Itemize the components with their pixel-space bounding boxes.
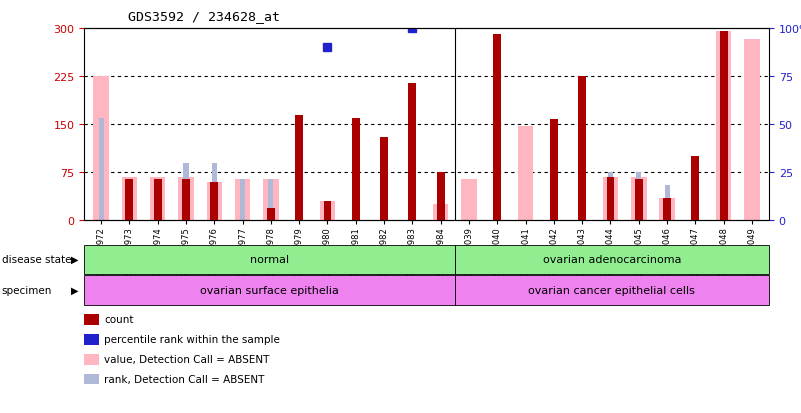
Bar [320,202,336,221]
Bar [150,178,166,221]
Text: ▶: ▶ [70,285,78,295]
Bar [720,32,727,221]
Bar [517,126,533,221]
Text: ▶: ▶ [70,254,78,264]
Text: percentile rank within the sample: percentile rank within the sample [104,335,280,344]
Bar [636,173,642,221]
Bar [99,119,103,221]
Bar [240,179,245,221]
Bar [606,178,614,221]
Bar [461,179,477,221]
Bar [352,119,360,221]
Text: disease state: disease state [2,254,71,264]
Bar [455,245,769,275]
Bar [716,32,731,221]
Text: ovarian adenocarcinoma: ovarian adenocarcinoma [542,255,681,265]
Bar [268,179,273,221]
Bar [182,179,190,221]
Bar [691,157,699,221]
Text: ovarian cancer epithelial cells: ovarian cancer epithelial cells [529,285,695,295]
Bar [608,173,613,221]
Bar [122,178,137,221]
Bar [235,179,251,221]
Bar [409,83,417,221]
Bar [84,245,455,275]
Bar [659,199,675,221]
Bar [211,163,217,221]
Bar [635,179,642,221]
Bar [663,199,671,221]
Bar [631,178,646,221]
Bar [207,183,222,221]
Text: GDS3592 / 234628_at: GDS3592 / 234628_at [128,10,280,23]
Text: normal: normal [250,255,289,265]
Bar [267,208,275,221]
Bar [296,115,303,221]
Bar [380,138,388,221]
Bar [93,77,109,221]
Text: rank, Detection Call = ABSENT: rank, Detection Call = ABSENT [104,374,264,384]
Bar [602,178,618,221]
Bar [211,183,218,221]
Bar [744,40,760,221]
Bar [154,179,162,221]
Bar [84,275,455,305]
Text: specimen: specimen [2,285,52,295]
Bar [455,275,769,305]
Bar [693,173,698,221]
Text: count: count [104,315,134,325]
Bar [324,202,332,221]
Bar [665,186,670,221]
Bar [433,205,449,221]
Bar [550,120,557,221]
Bar [578,77,586,221]
Text: value, Detection Call = ABSENT: value, Detection Call = ABSENT [104,354,269,364]
Bar [263,179,279,221]
Bar [126,179,133,221]
Bar [493,35,501,221]
Text: ovarian surface epithelia: ovarian surface epithelia [200,285,339,295]
Bar [178,178,194,221]
Bar [437,173,445,221]
Bar [183,163,188,221]
